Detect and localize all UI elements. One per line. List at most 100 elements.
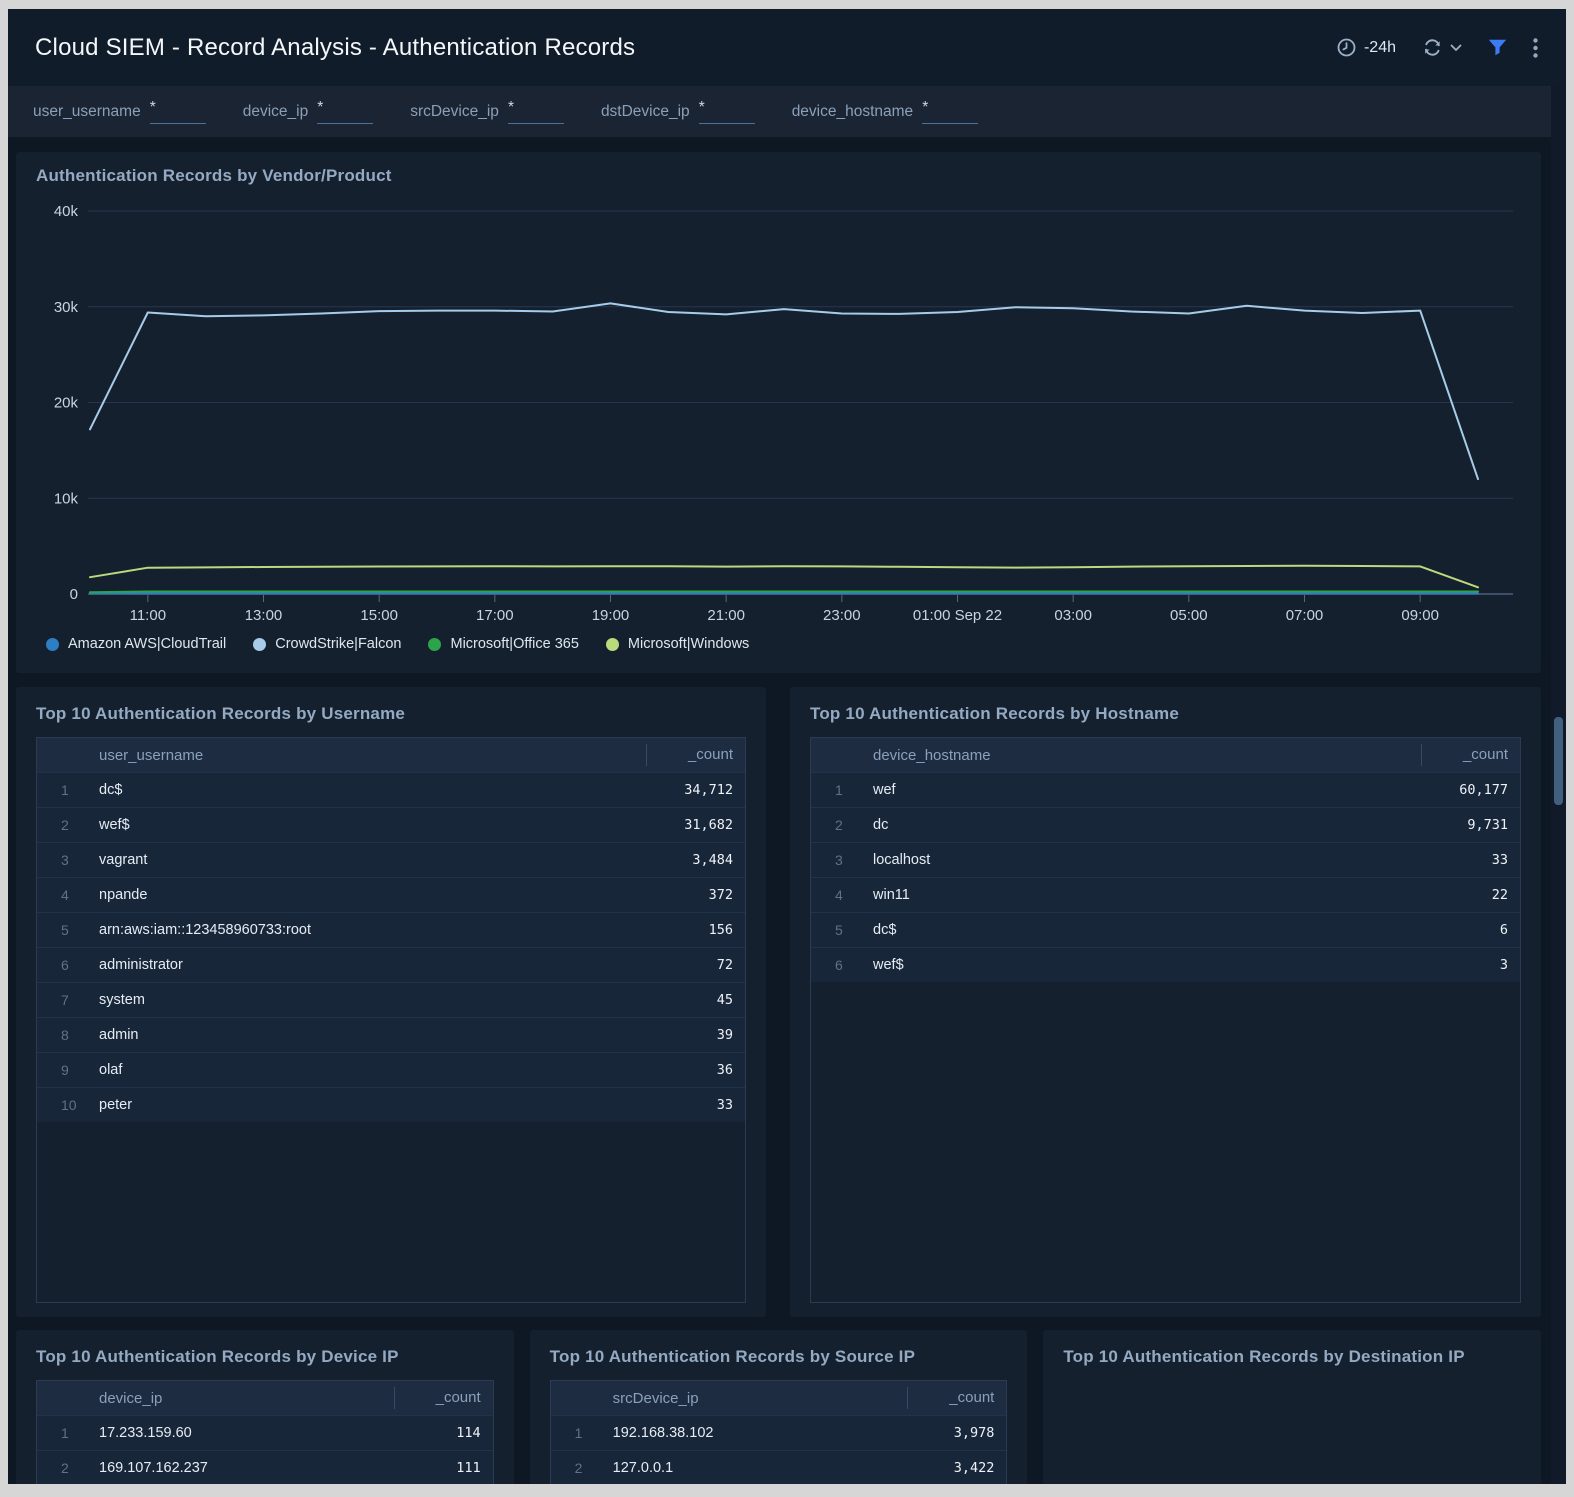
y-tick-label: 10k xyxy=(54,490,79,507)
row-count: 34,712 xyxy=(684,782,733,798)
refresh-control[interactable] xyxy=(1422,38,1462,57)
row-rank: 3 xyxy=(61,852,69,868)
filter-icon[interactable] xyxy=(1488,39,1507,56)
row-key: peter xyxy=(99,1097,133,1113)
key-column-header[interactable]: user_username xyxy=(99,746,204,764)
key-column-header[interactable]: device_hostname xyxy=(873,746,991,764)
count-column-header[interactable]: _count xyxy=(907,1387,1006,1409)
more-options-icon[interactable] xyxy=(1533,37,1538,58)
chevron-down-icon xyxy=(1450,44,1462,52)
row-count: 3,422 xyxy=(953,1460,995,1476)
row-key: wef$ xyxy=(99,817,130,833)
table-row[interactable]: 6 administrator 72 xyxy=(37,947,745,982)
row-key: dc xyxy=(873,817,889,833)
key-column-header[interactable]: device_ip xyxy=(99,1389,163,1407)
count-column-header[interactable]: _count xyxy=(393,1387,493,1409)
filter-srcdevice-ip-input[interactable] xyxy=(507,99,564,124)
chart-title: Authentication Records by Vendor/Product xyxy=(36,166,392,185)
x-tick-label: 05:00 xyxy=(1170,607,1208,624)
vertical-scrollbar-thumb[interactable] xyxy=(1554,717,1563,805)
table-row[interactable]: 4 win11 22 xyxy=(811,877,1520,912)
panel-top10-username: Top 10 Authentication Records by Usernam… xyxy=(16,687,766,1317)
table-row[interactable]: 5 dc$ 6 xyxy=(811,912,1520,947)
row-key: 17.233.159.60 xyxy=(99,1425,192,1441)
count-column-header[interactable]: _count xyxy=(1421,744,1520,766)
legend-label: CrowdStrike|Falcon xyxy=(275,636,402,652)
legend-label: Microsoft|Office 365 xyxy=(450,636,579,652)
row-key: 127.0.0.1 xyxy=(612,1460,674,1476)
table-header: user_username _count xyxy=(37,738,745,772)
row-key: npande xyxy=(99,887,148,903)
refresh-icon xyxy=(1422,38,1443,57)
x-tick-label: 17:00 xyxy=(476,607,514,624)
table-row[interactable]: 10 peter 33 xyxy=(37,1087,745,1122)
filter-user-username-input[interactable] xyxy=(149,99,206,124)
time-range-label: -24h xyxy=(1363,38,1396,56)
source-ip-table: srcDevice_ip _count 1 192.168.38.102 3,978… xyxy=(549,1380,1008,1484)
page-title: Cloud SIEM - Record Analysis - Authentic… xyxy=(35,33,636,61)
row-count: 3 xyxy=(1499,957,1508,973)
count-column-header[interactable]: _count xyxy=(646,744,745,766)
table-row[interactable]: 1 wef 60,177 xyxy=(811,772,1520,807)
table-row[interactable]: 8 admin 39 xyxy=(37,1017,745,1052)
table-row[interactable]: 2 dc 9,731 xyxy=(811,807,1520,842)
table-row[interactable]: 1 17.233.159.60 114 xyxy=(37,1415,493,1450)
row-count: 33 xyxy=(716,1097,733,1113)
time-range-control[interactable]: -24h xyxy=(1337,38,1396,57)
filter-device-hostname: device_hostname xyxy=(791,99,979,124)
filter-dstdevice-ip-input[interactable] xyxy=(698,99,755,124)
table-row[interactable]: 5 arn:aws:iam::123458960733:root 156 xyxy=(37,912,745,947)
row-key: vagrant xyxy=(99,852,148,868)
row-rank: 5 xyxy=(61,922,69,938)
table-row[interactable]: 2 wef$ 31,682 xyxy=(37,807,745,842)
table-row[interactable]: 1 dc$ 34,712 xyxy=(37,772,745,807)
filter-label: device_hostname xyxy=(791,102,914,120)
x-tick-label: 15:00 xyxy=(360,607,398,624)
legend-item[interactable]: CrowdStrike|Falcon xyxy=(253,636,401,652)
series-line-Microsoft|Office 365 xyxy=(89,590,1479,594)
panel-top10-device-ip: Top 10 Authentication Records by Device … xyxy=(16,1330,514,1484)
row-count: 31,682 xyxy=(684,817,733,833)
filter-label: user_username xyxy=(33,102,141,120)
table-header: device_ip _count xyxy=(37,1381,493,1415)
row-rank: 8 xyxy=(61,1027,69,1043)
table-row[interactable]: 3 vagrant 3,484 xyxy=(37,842,745,877)
table-row[interactable]: 2 169.107.162.237 111 xyxy=(37,1450,493,1484)
table-row[interactable]: 9 olaf 36 xyxy=(37,1052,745,1087)
vertical-scrollbar-track[interactable] xyxy=(1551,86,1566,1484)
filter-label: srcDevice_ip xyxy=(410,102,499,120)
row-rank: 3 xyxy=(835,852,843,868)
device-ip-table: device_ip _count 1 17.233.159.60 114 2 169.1… xyxy=(36,1380,494,1484)
x-tick-label: 19:00 xyxy=(592,607,630,624)
legend-item[interactable]: Amazon AWS|CloudTrail xyxy=(46,636,226,652)
table-row[interactable]: 7 system 45 xyxy=(37,982,745,1017)
row-count: 156 xyxy=(708,922,733,938)
table-row[interactable]: 3 localhost 33 xyxy=(811,842,1520,877)
table-row[interactable]: 6 wef$ 3 xyxy=(811,947,1520,982)
row-key: system xyxy=(99,992,145,1008)
x-tick-label: 09:00 xyxy=(1401,607,1439,624)
row-count: 3,978 xyxy=(953,1425,995,1441)
row-rank: 2 xyxy=(835,817,843,833)
dashboard-content: Authentication Records by Vendor/Product… xyxy=(8,137,1566,1484)
legend-item[interactable]: Microsoft|Office 365 xyxy=(428,636,579,652)
username-table: user_username _count 1 dc$ 34,712 2 wef$ 31,6… xyxy=(36,737,746,1303)
row-count: 33 xyxy=(1491,852,1508,868)
row-rank: 1 xyxy=(61,782,69,798)
filter-device-ip-input[interactable] xyxy=(317,99,374,124)
panel-top10-source-ip: Top 10 Authentication Records by Source … xyxy=(529,1330,1028,1484)
table-row[interactable]: 1 192.168.38.102 3,978 xyxy=(550,1415,1007,1450)
row-count: 60,177 xyxy=(1459,782,1508,798)
filter-label: dstDevice_ip xyxy=(600,102,690,120)
key-column-header[interactable]: srcDevice_ip xyxy=(612,1389,699,1407)
table-row[interactable]: 4 npande 372 xyxy=(37,877,745,912)
legend-item[interactable]: Microsoft|Windows xyxy=(605,636,749,652)
x-tick-label: 07:00 xyxy=(1286,607,1324,624)
table-row[interactable]: 2 127.0.0.1 3,422 xyxy=(550,1450,1007,1484)
row-count: 45 xyxy=(716,992,733,1008)
panel-top10-hostname: Top 10 Authentication Records by Hostnam… xyxy=(790,687,1541,1317)
x-tick-label: 03:00 xyxy=(1054,607,1092,624)
filter-device-hostname-input[interactable] xyxy=(922,99,979,124)
row-rank: 4 xyxy=(61,887,69,903)
filter-device-ip: device_ip xyxy=(243,99,374,124)
